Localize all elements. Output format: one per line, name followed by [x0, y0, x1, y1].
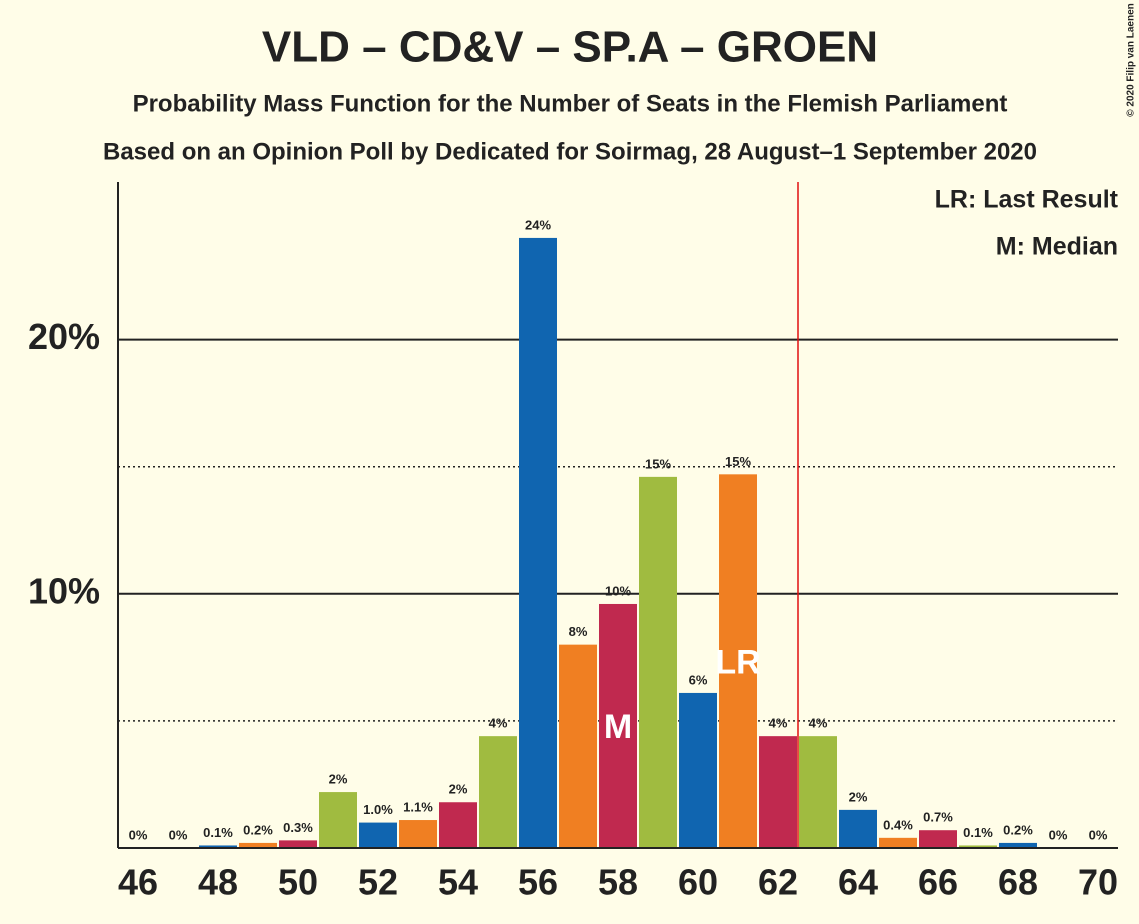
y-tick-label: 10% — [28, 570, 100, 611]
value-label: 0.2% — [1003, 822, 1033, 837]
bar — [879, 837, 917, 848]
value-label: 15% — [725, 454, 751, 469]
value-label: 10% — [605, 583, 631, 598]
bar — [959, 845, 997, 848]
chart-subtitle: Based on an Opinion Poll by Dedicated fo… — [103, 138, 1037, 165]
bar — [559, 644, 597, 848]
legend-entry: LR: Last Result — [935, 186, 1119, 214]
value-label: 15% — [645, 456, 671, 471]
bar — [999, 842, 1037, 848]
value-label: 0.7% — [923, 810, 953, 825]
value-label: 4% — [809, 716, 828, 731]
chart-subtitle: Probability Mass Function for the Number… — [133, 90, 1008, 117]
value-label: 1.1% — [403, 799, 433, 814]
value-label: 2% — [329, 772, 348, 787]
copyright: © 2020 Filip van Laenen — [1126, 3, 1137, 117]
bar — [599, 603, 637, 848]
bar — [359, 822, 397, 848]
x-tick-label: 58 — [598, 862, 638, 903]
x-tick-label: 48 — [198, 862, 238, 903]
legend-entry: M: Median — [996, 233, 1118, 261]
x-tick-label: 64 — [838, 862, 878, 903]
value-label: 8% — [569, 624, 588, 639]
bar — [639, 476, 677, 848]
value-label: 0% — [1049, 827, 1068, 842]
value-label: 0.1% — [203, 825, 233, 840]
value-label: 2% — [449, 782, 468, 797]
bar — [279, 840, 317, 848]
value-label: 1.0% — [363, 802, 393, 817]
chart-title: VLD – CD&V – SP.A – GROEN — [262, 23, 878, 72]
x-tick-label: 54 — [438, 862, 478, 903]
x-tick-label: 70 — [1078, 862, 1118, 903]
y-tick-label: 20% — [28, 316, 100, 357]
bar — [679, 692, 717, 848]
bar — [919, 830, 957, 848]
value-label: 0.3% — [283, 820, 313, 835]
x-tick-label: 46 — [118, 862, 158, 903]
x-tick-label: 60 — [678, 862, 718, 903]
value-label: 0.1% — [963, 825, 993, 840]
bar — [839, 809, 877, 848]
bar — [479, 736, 517, 848]
x-tick-label: 52 — [358, 862, 398, 903]
value-label: 2% — [849, 789, 868, 804]
bar — [319, 792, 357, 848]
x-tick-label: 62 — [758, 862, 798, 903]
value-label: 4% — [489, 716, 508, 731]
value-label: 0% — [129, 827, 148, 842]
bar — [799, 736, 837, 848]
bar — [199, 845, 237, 848]
bar-annotation: M — [604, 708, 632, 746]
x-tick-label: 50 — [278, 862, 318, 903]
value-label: 0.4% — [883, 817, 913, 832]
bar — [239, 842, 277, 848]
value-label: 24% — [525, 217, 551, 232]
bar — [399, 820, 437, 848]
value-label: 0% — [169, 827, 188, 842]
value-label: 4% — [769, 716, 788, 731]
value-label: 0.2% — [243, 822, 273, 837]
bar — [519, 237, 557, 849]
x-tick-label: 68 — [998, 862, 1038, 903]
bar-annotation: LR — [715, 643, 760, 681]
bar — [439, 802, 477, 848]
value-label: 6% — [689, 672, 708, 687]
bar — [719, 474, 757, 848]
x-tick-label: 56 — [518, 862, 558, 903]
bar — [759, 736, 797, 848]
value-label: 0% — [1089, 827, 1108, 842]
x-tick-label: 66 — [918, 862, 958, 903]
